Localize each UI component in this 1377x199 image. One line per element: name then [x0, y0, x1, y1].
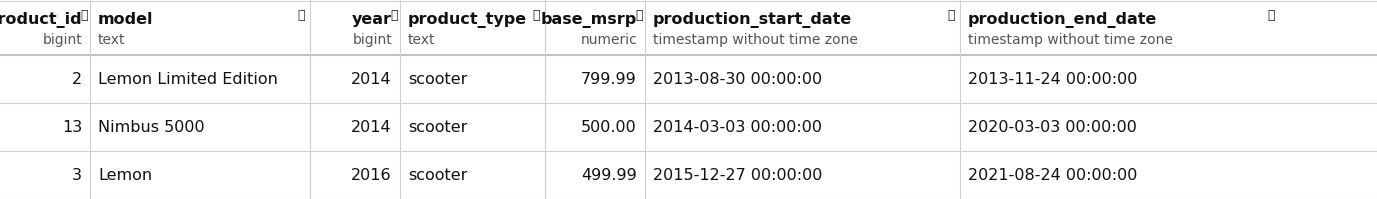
Text: 13: 13	[62, 120, 83, 135]
Text: text: text	[98, 33, 125, 47]
Text: 2013-08-30 00:00:00: 2013-08-30 00:00:00	[653, 71, 822, 87]
Text: 2015-12-27 00:00:00: 2015-12-27 00:00:00	[653, 168, 822, 182]
Text: 🔒: 🔒	[297, 9, 304, 22]
Text: bigint: bigint	[353, 33, 392, 47]
Text: scooter: scooter	[408, 71, 467, 87]
Text: 2020-03-03 00:00:00: 2020-03-03 00:00:00	[968, 120, 1137, 135]
Text: production_end_date: production_end_date	[968, 12, 1158, 28]
Text: 🔒: 🔒	[947, 9, 956, 22]
Text: timestamp without time zone: timestamp without time zone	[653, 33, 858, 47]
Text: 2014: 2014	[351, 71, 392, 87]
Text: production_start_date: production_start_date	[653, 12, 852, 28]
Text: product_type: product_type	[408, 12, 527, 28]
Text: base_msrp: base_msrp	[541, 12, 638, 28]
Text: 🔒: 🔒	[80, 9, 88, 22]
Text: year: year	[353, 12, 392, 27]
Text: product_id: product_id	[0, 12, 83, 28]
Text: 3: 3	[72, 168, 83, 182]
Text: 🔒: 🔒	[533, 9, 540, 22]
Text: 2013-11-24 00:00:00: 2013-11-24 00:00:00	[968, 71, 1137, 87]
Text: 499.99: 499.99	[581, 168, 638, 182]
Text: Lemon: Lemon	[98, 168, 151, 182]
Text: 2: 2	[72, 71, 83, 87]
Text: scooter: scooter	[408, 120, 467, 135]
Text: text: text	[408, 33, 435, 47]
Text: 🔒: 🔒	[636, 9, 643, 22]
Text: 799.99: 799.99	[581, 71, 638, 87]
Text: model: model	[98, 12, 153, 27]
Text: 2014-03-03 00:00:00: 2014-03-03 00:00:00	[653, 120, 822, 135]
Text: Lemon Limited Edition: Lemon Limited Edition	[98, 71, 278, 87]
Text: 500.00: 500.00	[581, 120, 638, 135]
Text: 🔒: 🔒	[1267, 9, 1275, 22]
Text: bigint: bigint	[43, 33, 83, 47]
Text: timestamp without time zone: timestamp without time zone	[968, 33, 1173, 47]
Text: numeric: numeric	[580, 33, 638, 47]
Text: Nimbus 5000: Nimbus 5000	[98, 120, 205, 135]
Text: 🔒: 🔒	[391, 9, 398, 22]
Text: 2016: 2016	[351, 168, 392, 182]
Text: 2014: 2014	[351, 120, 392, 135]
Text: 2021-08-24 00:00:00: 2021-08-24 00:00:00	[968, 168, 1137, 182]
Text: scooter: scooter	[408, 168, 467, 182]
